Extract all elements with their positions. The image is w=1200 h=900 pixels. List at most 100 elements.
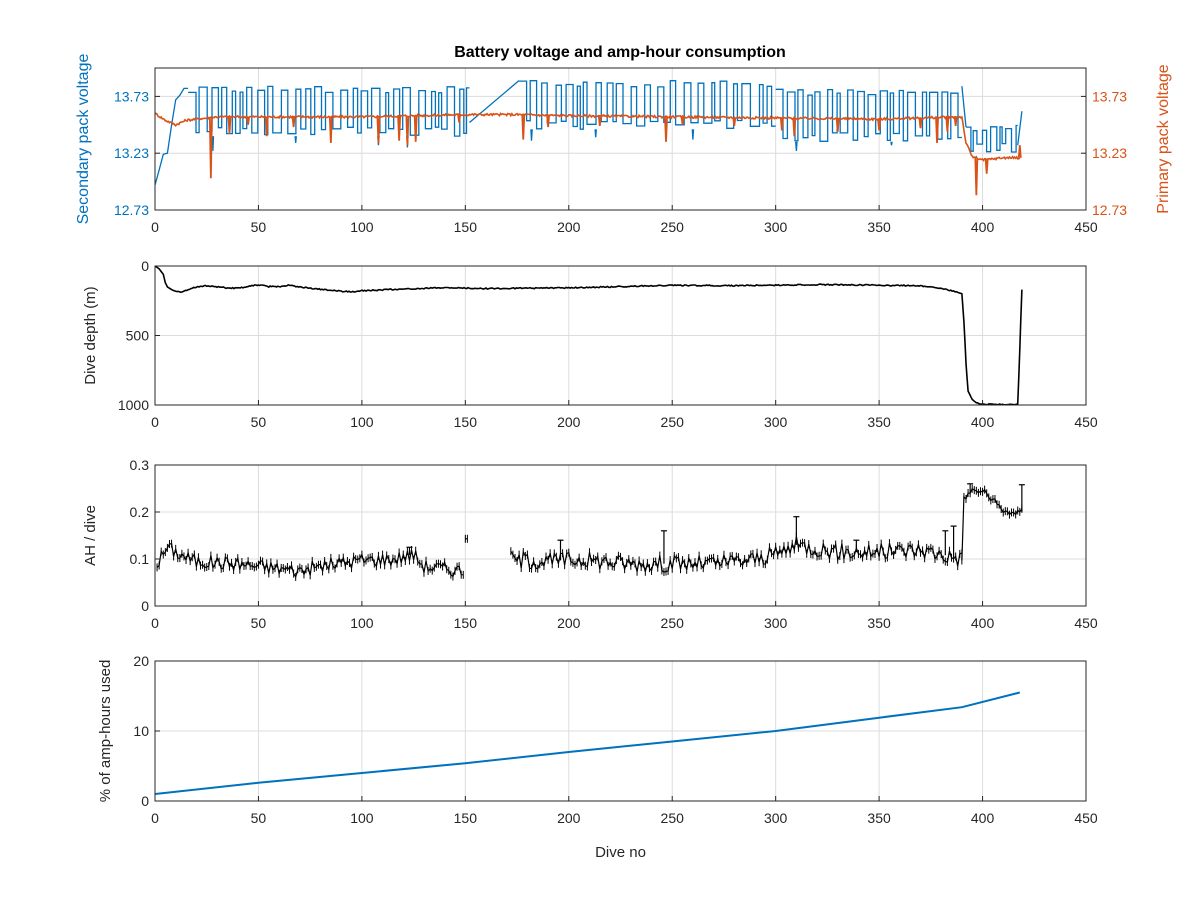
- depth-plot-area: [155, 266, 1023, 405]
- voltage-primary-dip-mark: [376, 116, 381, 144]
- depth-x-tick-label: 350: [867, 414, 891, 430]
- pct-x-tick-label: 50: [251, 810, 267, 826]
- voltage-x-tick-label: 350: [867, 219, 891, 235]
- voltage-secondary-line-segment: [469, 80, 520, 123]
- voltage-primary-dip-mark: [974, 157, 979, 196]
- depth-x-tick-labels: 0 50 100 150 200 250 300 350 400 450: [151, 400, 1098, 430]
- voltage-primary-dip-mark: [664, 116, 668, 142]
- voltage-x-tick-label: 450: [1074, 219, 1098, 235]
- pct-x-tick-labels: 0 50 100 150 200 250 300 350 400 450: [151, 796, 1098, 826]
- voltage-primary-dip-mark: [680, 116, 685, 125]
- voltage-plot-area: [155, 80, 1023, 196]
- voltage-primary-line-segment: [155, 112, 1021, 162]
- voltage-primary-dip-mark: [945, 117, 950, 132]
- ah-x-tick-label: 100: [350, 615, 374, 631]
- voltage-primary-dip-mark: [546, 115, 551, 128]
- depth-series-line: [155, 266, 1023, 405]
- ah-panel: 0 50 100 150 200 250 300 350 400 450 0 0.1 0.2 0.3 A…: [82, 457, 1098, 631]
- pct-panel: 0 50 100 150 200 250 300 350 400 450 0 10 20 % of a…: [97, 653, 1098, 861]
- pct-y-tick-labels: 0 10 20: [133, 653, 160, 809]
- voltage-secondary-line-segment: [961, 86, 967, 128]
- voltage-primary-dip-mark: [457, 114, 462, 123]
- voltage-primary-dip-mark: [732, 117, 737, 127]
- pct-plot-area: [155, 691, 1021, 795]
- voltage-y-right-tick-label: 13.23: [1092, 145, 1127, 161]
- depth-y-tick-label: 0: [141, 258, 149, 274]
- pct-y-tick-label: 20: [133, 653, 149, 669]
- depth-y-tick-labels: 0 500 1000: [118, 258, 160, 413]
- ah-x-tick-label: 400: [971, 615, 995, 631]
- depth-x-tick-label: 250: [661, 414, 685, 430]
- pct-series-line: [155, 691, 1021, 795]
- ah-x-tick-label: 0: [151, 615, 159, 631]
- pct-x-tick-label: 100: [350, 810, 374, 826]
- ah-x-tick-labels: 0 50 100 150 200 250 300 350 400 450: [151, 601, 1098, 631]
- voltage-y-axis-label: Secondary pack voltage: [75, 54, 92, 225]
- ah-y-tick-label: 0.2: [130, 504, 150, 520]
- voltage-primary-dip-mark: [984, 159, 989, 174]
- ah-x-tick-label: 50: [251, 615, 267, 631]
- ah-y-tick-label: 0: [141, 598, 149, 614]
- voltage-primary-dip-mark: [877, 119, 882, 131]
- ah-y-tick-labels: 0 0.1 0.2 0.3: [130, 457, 160, 614]
- depth-x-tick-label: 50: [251, 414, 267, 430]
- voltage-x-tick-label: 150: [454, 219, 478, 235]
- ah-axes-box: [154, 464, 1087, 607]
- voltage-primary-dip-mark: [227, 116, 232, 134]
- voltage-x-tick-label: 100: [350, 219, 374, 235]
- ah-plot-area: [156, 483, 1025, 581]
- ah-x-tick-label: 250: [661, 615, 685, 631]
- voltage-primary-dip-mark: [246, 116, 251, 125]
- voltage-y-right-tick-label: 12.73: [1092, 202, 1127, 218]
- ah-series-segment: [510, 536, 963, 573]
- voltage-x-tick-labels: 0 50 100 150 200 250 300 350 400 450: [151, 205, 1098, 235]
- depth-panel: 0 50 100 150 200 250 300 350 400 450 0 500 1000 Div…: [82, 258, 1098, 430]
- ah-x-tick-label: 300: [764, 615, 788, 631]
- voltage-primary-dip-mark: [328, 116, 333, 144]
- voltage-axes-box: [154, 67, 1087, 211]
- voltage-primary-dip-mark: [597, 115, 602, 127]
- voltage-y-right-axis-label: Primary pack voltage: [1155, 64, 1172, 213]
- voltage-y-right-tick-label: 13.73: [1092, 88, 1127, 104]
- voltage-panel: 0 50 100 150 200 250 300 350 400 450 12.73 13.23 13…: [75, 54, 1172, 235]
- voltage-y-right-tick-labels: 12.73 13.23 13.73: [1081, 88, 1127, 218]
- pct-x-tick-label: 0: [151, 810, 159, 826]
- pct-y-axis-label: % of amp-hours used: [97, 660, 114, 803]
- voltage-primary-dip-mark: [1017, 145, 1022, 158]
- voltage-x-tick-label: 200: [557, 219, 581, 235]
- voltage-primary-dip-mark: [835, 118, 840, 132]
- pct-y-tick-label: 0: [141, 793, 149, 809]
- pct-x-tick-label: 250: [661, 810, 685, 826]
- voltage-y-tick-label: 13.73: [114, 88, 149, 104]
- pct-x-tick-label: 450: [1074, 810, 1098, 826]
- depth-x-tick-label: 200: [557, 414, 581, 430]
- voltage-primary-dip-mark: [291, 116, 296, 128]
- voltage-grid: [154, 68, 1087, 211]
- voltage-secondary-line-segment: [188, 85, 470, 151]
- ah-x-tick-label: 350: [867, 615, 891, 631]
- depth-x-tick-label: 0: [151, 414, 159, 430]
- voltage-y-tick-label: 12.73: [114, 202, 149, 218]
- ah-y-tick-label: 0.3: [130, 457, 150, 473]
- pct-x-tick-label: 400: [971, 810, 995, 826]
- ah-series-segment: [961, 487, 1023, 561]
- voltage-x-tick-label: 300: [764, 219, 788, 235]
- voltage-primary-dip-mark: [779, 117, 784, 131]
- pct-x-tick-label: 350: [867, 810, 891, 826]
- voltage-primary-dip-mark: [405, 115, 410, 146]
- voltage-x-tick-label: 50: [251, 219, 267, 235]
- pct-x-axis-label: Dive no: [595, 844, 646, 861]
- voltage-y-tick-labels: 12.73 13.23 13.73: [114, 88, 160, 218]
- pct-x-tick-label: 150: [454, 810, 478, 826]
- pct-x-tick-label: 200: [557, 810, 581, 826]
- voltage-secondary-line-segment: [966, 124, 1018, 153]
- ah-grid: [154, 464, 1087, 607]
- depth-x-tick-label: 400: [971, 414, 995, 430]
- voltage-primary-dip-mark: [953, 116, 958, 127]
- voltage-primary-dip-mark: [397, 115, 402, 141]
- voltage-primary-dip-mark: [918, 117, 923, 129]
- depth-y-axis-label: Dive depth (m): [82, 286, 99, 384]
- voltage-primary-dip-mark: [521, 114, 526, 140]
- depth-x-tick-label: 100: [350, 414, 374, 430]
